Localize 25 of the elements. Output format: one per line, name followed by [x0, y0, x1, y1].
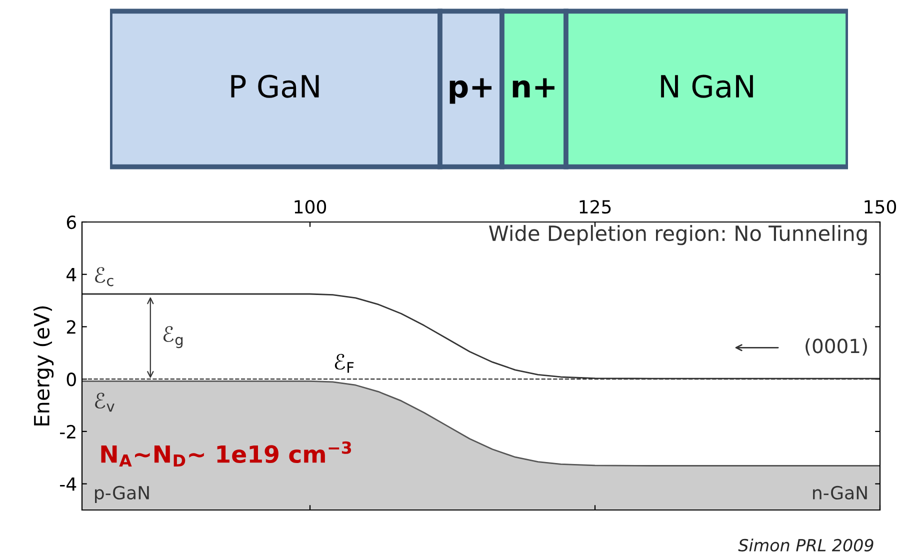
annotation: p-GaN — [95, 486, 149, 504]
annotation: ℰ$_{v}$ — [95, 392, 114, 412]
annotation: ℰ$_{c}$ — [95, 267, 114, 286]
x-tick-label: 100 — [294, 200, 326, 214]
y-tick-label: -4 — [60, 478, 76, 491]
annotation: ℰ$_{g}$ — [163, 326, 183, 348]
annotation: n-GaN — [813, 486, 867, 500]
annotation: N$_{A}$~N$_{D}$~ 1e19 cm$^{−3}$ — [101, 441, 352, 467]
category-label: P GaN — [231, 74, 319, 98]
annotation: Wide Depletion region: No Tunneling — [489, 225, 867, 246]
line-series — [82, 380, 880, 466]
annotation: (0001) — [806, 338, 867, 356]
y-tick-label: 2 — [66, 320, 76, 334]
x-tick-label: 150 — [864, 200, 896, 214]
text: Simon PRL 2009 — [738, 538, 874, 552]
category-label: p+ — [450, 78, 492, 104]
y-tick-label: 0 — [66, 372, 76, 386]
y-axis-title: Energy (eV) — [33, 306, 54, 426]
y-tick-label: 6 — [66, 215, 76, 230]
category-label: n+ — [512, 78, 554, 98]
category-label: N GaN — [661, 74, 753, 98]
x-tick-label: 125 — [580, 200, 611, 214]
ref-line-label: ℰ$_{F}$ — [334, 354, 354, 373]
y-tick-label: -2 — [60, 424, 76, 438]
y-tick-label: 4 — [66, 268, 76, 282]
